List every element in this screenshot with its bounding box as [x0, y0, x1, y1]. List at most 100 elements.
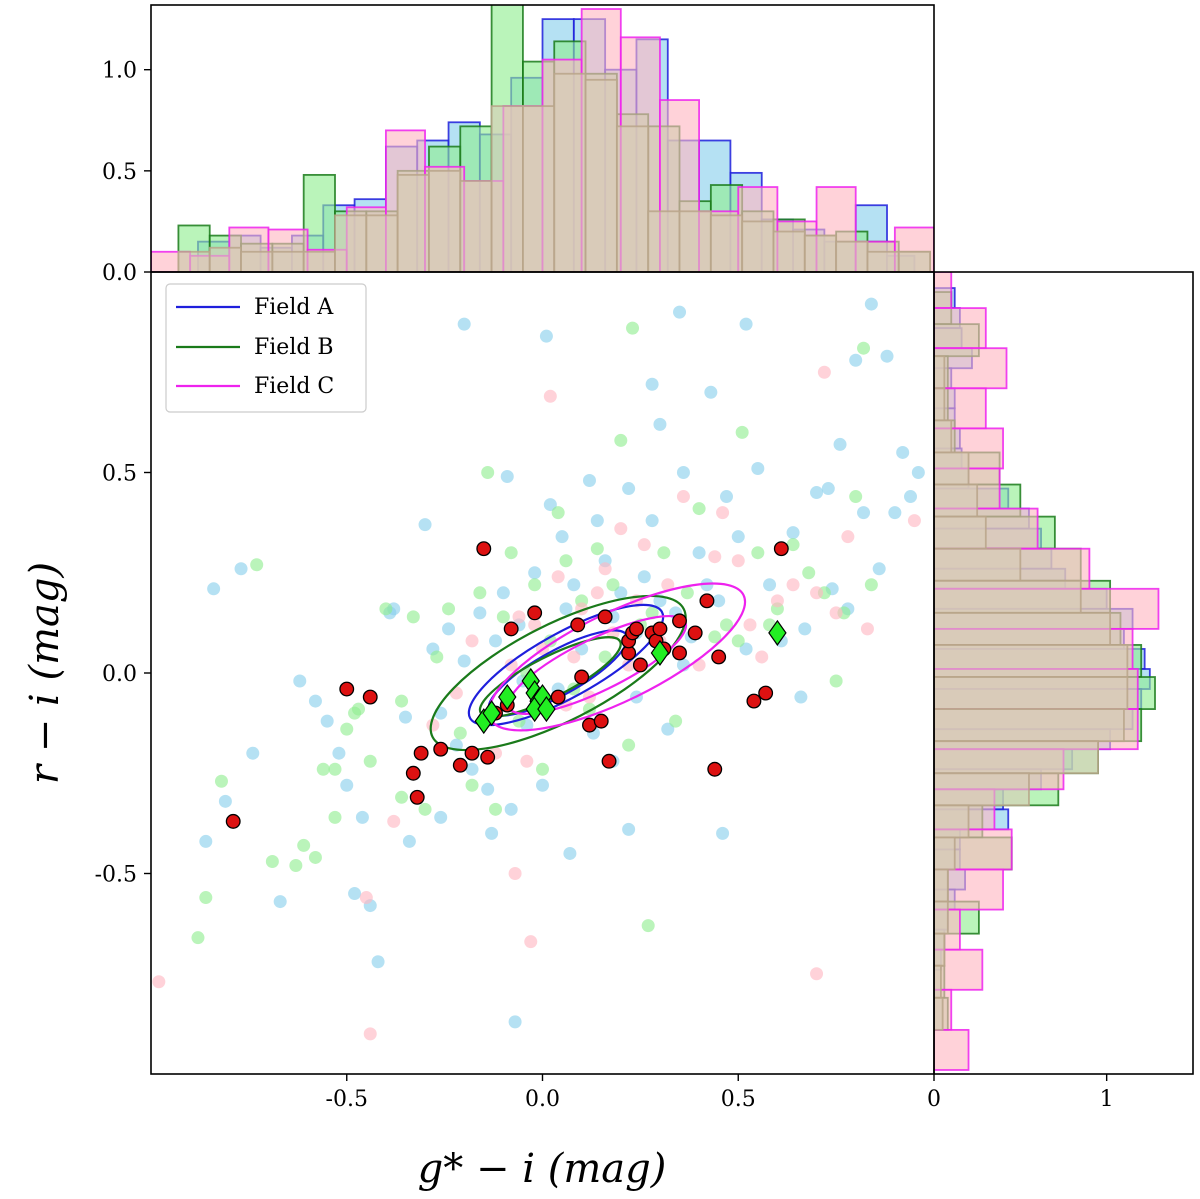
- scatter-point-s1-66: [328, 810, 342, 824]
- scatter-point-s2-41: [907, 514, 921, 528]
- scatter-point-s1-1: [199, 891, 213, 905]
- scatter-point-s1-42: [645, 606, 659, 620]
- x-tick-label-0: -0.5: [326, 1087, 368, 1112]
- right-hist-bar-s3-b15: [934, 836, 956, 871]
- scatter-point-s1-6: [297, 838, 311, 852]
- scatter-point-s2-40: [860, 622, 874, 636]
- scatter-point-s0-67: [857, 506, 871, 520]
- right-hist-bar-s3-b8: [934, 611, 1112, 646]
- red-point-6: [433, 741, 449, 757]
- scatter-point-s2-29: [708, 550, 722, 564]
- red-point-10: [480, 749, 496, 765]
- right-hist-bar-s3-b5: [934, 515, 987, 550]
- scatter-point-s1-7: [308, 850, 322, 864]
- scatter-point-s2-45: [810, 967, 824, 981]
- scatter-point-s1-0: [191, 931, 205, 945]
- scatter-point-s2-12: [543, 389, 557, 403]
- scatter-point-s1-14: [395, 790, 409, 804]
- scatter-point-s2-44: [359, 891, 373, 905]
- scatter-point-s0-0: [207, 582, 221, 596]
- right-hist-bar-s3-b9: [934, 644, 1129, 678]
- scatter-point-s0-18: [457, 654, 471, 668]
- scatter-point-s0-82: [199, 834, 213, 848]
- scatter-point-s0-89: [716, 826, 730, 840]
- scatter-point-s2-0: [152, 975, 166, 989]
- scatter-point-s1-50: [735, 425, 749, 439]
- legend-label-field-b: Field B: [254, 335, 334, 360]
- scatter-point-s0-19: [465, 762, 479, 776]
- scatter-point-s1-10: [340, 722, 354, 736]
- red-point-20: [597, 609, 613, 625]
- top-hist-bar-s3-b9: [459, 180, 493, 272]
- scatter-point-s1-49: [731, 634, 745, 648]
- scatter-point-s1-48: [720, 618, 734, 632]
- y-axis-title: r − i (mag): [22, 562, 68, 784]
- top-hist-bar-s3-b6: [365, 214, 399, 272]
- right-hist-bar-s3-b3: [934, 451, 970, 486]
- scatter-point-s0-88: [622, 822, 636, 836]
- scatter-point-s1-51: [751, 546, 765, 560]
- scatter-point-s1-55: [802, 566, 816, 580]
- top-hist-bar-s3-b10: [490, 105, 524, 272]
- red-point-31: [672, 645, 687, 661]
- scatter-point-s2-42: [508, 867, 522, 880]
- scatter-point-s1-39: [614, 433, 628, 447]
- scatter-point-s2-5: [465, 634, 479, 648]
- legend: Field A Field B Field C: [165, 283, 367, 413]
- scatter-point-s0-98: [559, 602, 573, 616]
- scatter-point-s2-34: [770, 594, 784, 608]
- red-point-3: [405, 765, 421, 781]
- top-hist-bar-s3-b12: [553, 72, 587, 272]
- scatter-point-s0-44: [637, 570, 651, 584]
- right-hist-bar-s3-b4: [934, 483, 979, 518]
- green-diamond-9: [650, 639, 670, 666]
- red-point-16: [570, 617, 586, 633]
- scatter-point-s0-33: [563, 846, 577, 860]
- right-hist-bar-s3-b14: [934, 804, 970, 839]
- top-hist-bar-s3-b23: [897, 250, 931, 272]
- top-hist-bar-s3-b21: [835, 240, 869, 272]
- right-hist-bar-s2-b0: [934, 272, 953, 309]
- red-point-36: [711, 649, 727, 665]
- top-hist-bar-s3-b0: [177, 250, 211, 272]
- scatter-point-s0-29: [536, 778, 549, 792]
- red-point-4: [409, 789, 425, 805]
- scatter-point-s0-53: [712, 594, 726, 608]
- scatter-point-s0-41: [614, 586, 628, 600]
- top-hist-bar-s3-b2: [240, 250, 274, 272]
- right-hist-bar-s2-b2: [934, 347, 1008, 390]
- scatter-point-s0-62: [810, 486, 824, 500]
- top-hist-bar-s3-b20: [803, 234, 838, 272]
- top-hist-bar-s3-b15: [647, 210, 681, 272]
- right-hist-bar-s3-b2: [934, 419, 953, 454]
- red-point-37: [746, 693, 762, 709]
- right-hist-bar-s3-b10: [934, 676, 1129, 710]
- scatter-point-s0-58: [763, 578, 777, 592]
- scatter-point-s1-3: [250, 558, 264, 572]
- scatter-point-s0-46: [653, 417, 667, 431]
- green-diamond-1: [482, 700, 501, 727]
- scatter-point-s0-5: [332, 746, 346, 760]
- top-hist-bar-s3-b3: [271, 250, 305, 272]
- scatter-point-s0-49: [676, 466, 690, 479]
- scatter-point-s0-45: [645, 514, 659, 528]
- top-y-tick-label-2: 1.0: [102, 59, 137, 84]
- scatter-point-s0-28: [528, 566, 542, 580]
- x-tick-label-2: 0.5: [721, 1087, 756, 1112]
- scatter-point-s1-9: [328, 762, 342, 776]
- scatter-point-s0-87: [485, 826, 499, 840]
- green-diamond-2: [498, 684, 517, 711]
- scatter-point-s0-21: [481, 782, 495, 796]
- scatter-point-s2-13: [551, 570, 565, 584]
- scatter-point-s1-36: [590, 542, 604, 556]
- legend-label-field-a: Field A: [254, 295, 334, 320]
- right-hist-bar-s3-b1: [934, 387, 946, 422]
- right-histogram-frame: [933, 271, 1194, 1075]
- scatter-point-s0-32: [555, 530, 569, 544]
- scatter-point-s2-1: [363, 1027, 377, 1041]
- scatter-point-s0-10: [371, 955, 385, 969]
- scatter-point-s0-54: [720, 490, 734, 504]
- scatter-point-s1-58: [849, 490, 863, 504]
- scatter-point-s1-4: [265, 854, 279, 868]
- scatter-point-s1-60: [864, 578, 878, 592]
